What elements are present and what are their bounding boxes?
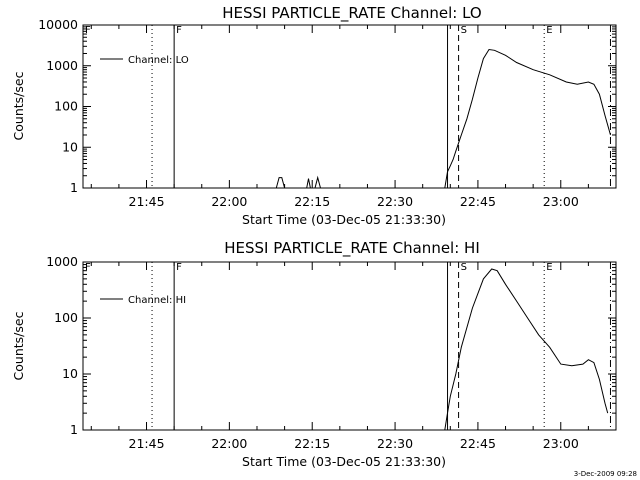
x-tick-label: 21:45: [129, 436, 165, 451]
chart-panel-lo: HESSI PARTICLE_RATE Channel: LO 1 10 100 10…: [11, 4, 617, 227]
y-tick-label: 10: [62, 366, 78, 381]
y-tick-label: 100: [54, 310, 78, 325]
x-tick-label: 22:45: [460, 194, 496, 209]
series-line-hi: [444, 268, 609, 431]
y-axis-label: Counts/sec: [11, 311, 26, 380]
legend-label: Channel: HI: [128, 295, 186, 306]
chart-title: HESSI PARTICLE_RATE Channel: HI: [224, 239, 480, 258]
chart-title: HESSI PARTICLE_RATE Channel: LO: [222, 4, 481, 23]
y-tick-label: 10000: [38, 17, 78, 32]
marker-label: F: [176, 25, 182, 36]
x-tick-label: 22:30: [377, 194, 413, 209]
x-tick-label: 22:00: [211, 436, 247, 451]
x-tick-label: 23:00: [543, 436, 579, 451]
y-tick-label: 1000: [46, 254, 78, 269]
x-tick-label: 22:45: [460, 436, 496, 451]
marker-label: F: [85, 262, 91, 273]
legend-label: Channel: LO: [128, 55, 189, 66]
y-tick-label: 100: [54, 99, 78, 114]
plot-frame: [82, 261, 617, 431]
x-tick-label: 22:15: [294, 436, 330, 451]
series-line-lo: [275, 48, 611, 189]
y-tick-label: 1: [70, 180, 78, 195]
y-axis-label: Counts/sec: [11, 71, 26, 140]
x-axis-label: Start Time (03-Dec-05 21:33:30): [242, 212, 446, 227]
plot-frame: [82, 24, 617, 189]
plot-timestamp: 3-Dec-2009 09:28: [574, 470, 637, 478]
x-tick-label: 22:30: [377, 436, 413, 451]
marker-label: F: [176, 262, 182, 273]
y-tick-label: 1: [70, 422, 78, 437]
x-tick-label: 22:00: [211, 194, 247, 209]
marker-label: E: [546, 262, 552, 273]
y-tick-label: 1000: [46, 58, 78, 73]
x-axis-label: Start Time (03-Dec-05 21:33:30): [242, 454, 446, 469]
marker-label: E: [546, 25, 552, 36]
x-tick-label: 22:15: [294, 194, 330, 209]
marker-label: F: [85, 25, 91, 36]
marker-label: S: [461, 262, 467, 273]
x-tick-label: 21:45: [129, 194, 165, 209]
chart-panel-hi: HESSI PARTICLE_RATE Channel: HI 1 10 100 10…: [11, 239, 617, 469]
x-tick-label: 23:00: [543, 194, 579, 209]
marker-label: S: [461, 25, 467, 36]
y-tick-label: 10: [62, 139, 78, 154]
